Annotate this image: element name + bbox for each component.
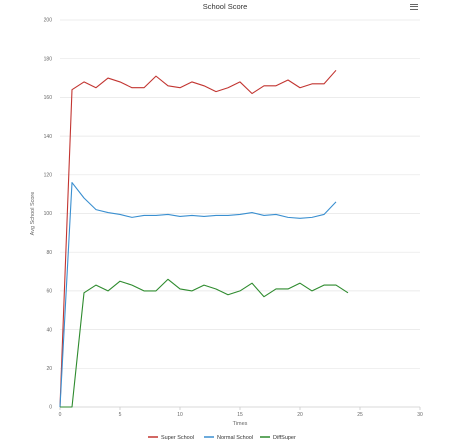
hamburger-menu-icon[interactable] — [409, 2, 419, 12]
y-axis-title: Avg School Score — [30, 192, 36, 236]
y-tick-label: 100 — [44, 211, 53, 217]
axes: 0 20 40 60 80 100 120 140 160 180 200 0 5 10 15 20 25 30 — [44, 18, 423, 418]
y-tick-label: 160 — [44, 95, 53, 101]
y-tick-label: 140 — [44, 134, 53, 140]
series-line-diffsuper[interactable] — [60, 278, 349, 408]
y-tick-label: 0 — [49, 405, 52, 411]
y-tick-label: 80 — [46, 250, 52, 256]
legend: Super School Normal School DiffSuper — [148, 435, 296, 441]
series-line-normal-school[interactable] — [59, 181, 337, 408]
series-lines — [59, 69, 349, 408]
legend-label[interactable]: DiffSuper — [273, 435, 296, 441]
x-tick-label: 30 — [417, 412, 423, 418]
x-tick-label: 5 — [119, 412, 122, 418]
y-tick-label: 20 — [46, 366, 52, 372]
x-tick-label: 20 — [297, 412, 303, 418]
y-tick-label: 180 — [44, 56, 53, 62]
x-tick-label: 10 — [177, 412, 183, 418]
x-tick-label: 15 — [237, 412, 243, 418]
y-tick-label: 60 — [46, 289, 52, 295]
legend-label[interactable]: Normal School — [217, 435, 253, 441]
x-tick-label: 0 — [59, 412, 62, 418]
grid-lines — [60, 19, 420, 369]
x-tick-label: 25 — [357, 412, 363, 418]
y-tick-label: 40 — [46, 327, 52, 333]
chart-title: School Score — [203, 2, 248, 11]
y-tick-label: 120 — [44, 173, 53, 179]
series-line-super-school[interactable] — [59, 69, 337, 408]
legend-label[interactable]: Super School — [161, 435, 194, 441]
x-axis-title: Times — [233, 421, 248, 427]
y-tick-label: 200 — [44, 18, 53, 24]
